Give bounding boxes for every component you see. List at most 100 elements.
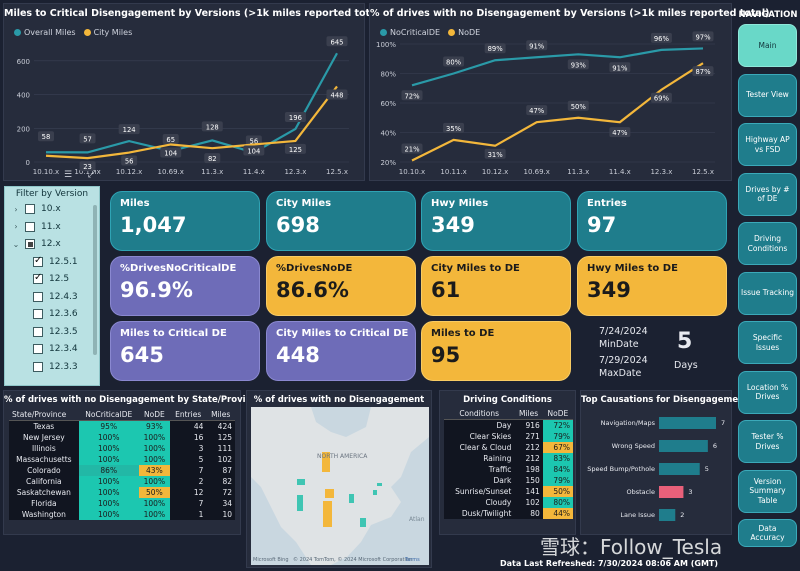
filter-item-12-3-4[interactable]: 12.3.4 — [29, 344, 78, 354]
table-cell: Dark — [493, 476, 512, 485]
data-label-bg — [201, 121, 223, 132]
data-label: 31% — [488, 151, 504, 159]
chevron-down-icon[interactable]: ⌄ — [12, 239, 20, 249]
x-tick-label: 11.3.x — [201, 168, 223, 176]
data-label: 56 — [250, 138, 259, 146]
kpi-miles-to-critical: Miles to Critical DE 645 — [110, 321, 260, 381]
checkbox[interactable] — [25, 239, 35, 249]
table-cell: 3 — [198, 444, 204, 453]
expand-icon[interactable]: ⤢ — [88, 169, 96, 180]
table-cell: 79% — [542, 431, 573, 442]
filter-item-12-3-6[interactable]: 12.3.6 — [29, 309, 78, 319]
table-row: Dark 150 79% — [444, 475, 573, 486]
nav-tester-view[interactable]: Tester View — [738, 73, 797, 117]
filter-title: Filter by Version — [15, 189, 89, 199]
table-cell: 198 — [525, 465, 540, 474]
map-canvas[interactable]: NORTH AMERICA Atlan — [251, 407, 429, 565]
column-header[interactable]: Entries — [169, 409, 207, 421]
table-cell: 67% — [542, 442, 573, 453]
checkbox[interactable] — [25, 221, 35, 232]
map-terms-link[interactable]: Terms — [405, 557, 420, 563]
nav-location-drives[interactable]: Location % Drives — [738, 370, 797, 414]
checkbox[interactable] — [33, 255, 43, 267]
data-label: 96% — [654, 35, 670, 43]
y-tick-label: 0 — [26, 159, 30, 167]
chevron-right-icon[interactable]: › — [14, 222, 18, 231]
filter-item-10-x[interactable]: › 10.x — [11, 204, 61, 214]
table-cell: 84% — [542, 464, 573, 475]
filter-item-12-x[interactable]: ⌄ 12.x — [11, 239, 61, 249]
min-date-label: MinDate — [599, 339, 639, 350]
data-label: 97% — [695, 33, 711, 41]
data-label-bg — [484, 148, 506, 159]
column-header[interactable]: NoDE — [138, 409, 170, 421]
nav-main[interactable]: Main — [738, 24, 797, 67]
kpi-hwy-to-de: Hwy Miles to DE 349 — [577, 256, 727, 316]
x-tick-label: 10.10.x — [33, 168, 59, 176]
column-header[interactable]: State/Province — [9, 409, 79, 421]
legend-overall[interactable]: Overall Miles — [14, 28, 76, 37]
nav-tester-drives[interactable]: Tester % Drives — [738, 420, 797, 463]
table-cell: Illinois — [31, 444, 56, 453]
nav-highway-ap-vs-fsd[interactable]: Highway AP vs FSD — [738, 123, 797, 166]
data-label: 65 — [166, 136, 175, 144]
table-cell: 100% — [138, 432, 170, 443]
filter-item-12-3-5[interactable]: 12.3.5 — [29, 326, 78, 337]
nav-drives-by-of-de[interactable]: Drives by # of DE — [738, 172, 797, 216]
filter-item-label: 12.3.4 — [49, 344, 78, 354]
table-cell: 72% — [542, 419, 573, 431]
table-cell: 141 — [525, 487, 540, 496]
miles-chart-panel: Miles to Critical Disengagement by Versi… — [3, 3, 384, 181]
column-header[interactable]: NoCriticalDE — [78, 409, 139, 421]
data-label-bg — [284, 143, 306, 154]
table-row: Florida 100% 100% 7 34 — [9, 498, 235, 509]
checkbox[interactable] — [33, 309, 43, 319]
filter-item-12-3-3[interactable]: 12.3.3 — [29, 361, 78, 372]
nav-version-summary-table[interactable]: Version Summary Table — [738, 469, 797, 513]
y-tick-label: 40% — [380, 130, 396, 138]
nav-driving-conditions[interactable]: Driving Conditions — [738, 222, 797, 265]
column-header[interactable]: NoDE — [542, 408, 573, 420]
filter-icon[interactable]: ☰ — [64, 170, 73, 180]
x-tick-label: 11.4.x — [609, 168, 631, 176]
filter-item-12-4-3[interactable]: 12.4.3 — [29, 291, 78, 302]
state-table-title: % of drives with no Disengagement by Sta… — [4, 395, 263, 405]
table-cell: 72 — [222, 488, 232, 497]
checkbox[interactable] — [33, 361, 43, 372]
checkbox[interactable] — [25, 204, 35, 214]
filter-item-label: 12.3.5 — [49, 326, 78, 337]
column-header[interactable]: Miles — [514, 408, 543, 420]
data-label-bg — [204, 153, 221, 164]
pct-chart-legend: NoCriticalDE NoDE — [380, 28, 480, 37]
nav-issue-tracking[interactable]: Issue Tracking — [738, 271, 797, 315]
pct-line-chart: 20% 40% 60% 80% 100% 10.10.x 10.11.x 10.12.x 10.… — [376, 31, 715, 176]
filter-item-label: 12.5.1 — [49, 256, 78, 267]
filter-scrollbar[interactable] — [93, 205, 97, 355]
filter-item-12-5[interactable]: 12.5 — [29, 272, 69, 284]
filter-item-11-x[interactable]: › 11.x — [11, 221, 61, 232]
chevron-right-icon[interactable]: › — [14, 204, 18, 214]
nav-data-accuracy[interactable]: Data Accuracy — [738, 519, 797, 547]
nav-specific-issues[interactable]: Specific Issues — [738, 321, 797, 364]
table-row: California 100% 100% 2 82 — [9, 476, 235, 487]
checkbox[interactable] — [33, 272, 43, 284]
filter-item-12-5-1[interactable]: 12.5.1 — [29, 255, 78, 267]
table-cell: 150 — [525, 476, 540, 485]
map-region-illinois — [349, 494, 354, 503]
legend-node[interactable]: NoDE — [448, 28, 480, 37]
column-header[interactable]: Conditions — [444, 408, 515, 420]
data-label-bg — [609, 62, 631, 73]
legend-nocritical[interactable]: NoCriticalDE — [380, 28, 440, 37]
map-attribution: © 2024 TomTom, © 2024 Microsoft Corporat… — [293, 557, 413, 563]
checkbox[interactable] — [33, 344, 43, 354]
x-tick-label: 12.3.x — [284, 168, 306, 176]
table-cell: 100% — [138, 443, 170, 454]
checkbox[interactable] — [33, 291, 43, 302]
x-tick-label: 10.12.x — [116, 168, 142, 176]
legend-city[interactable]: City Miles — [83, 28, 132, 37]
y-tick-label: 80% — [380, 71, 396, 79]
checkbox[interactable] — [33, 326, 43, 337]
column-header[interactable]: Miles — [206, 409, 235, 421]
data-label-bg — [567, 59, 589, 70]
table-row: New Jersey 100% 100% 16 125 — [9, 432, 235, 443]
